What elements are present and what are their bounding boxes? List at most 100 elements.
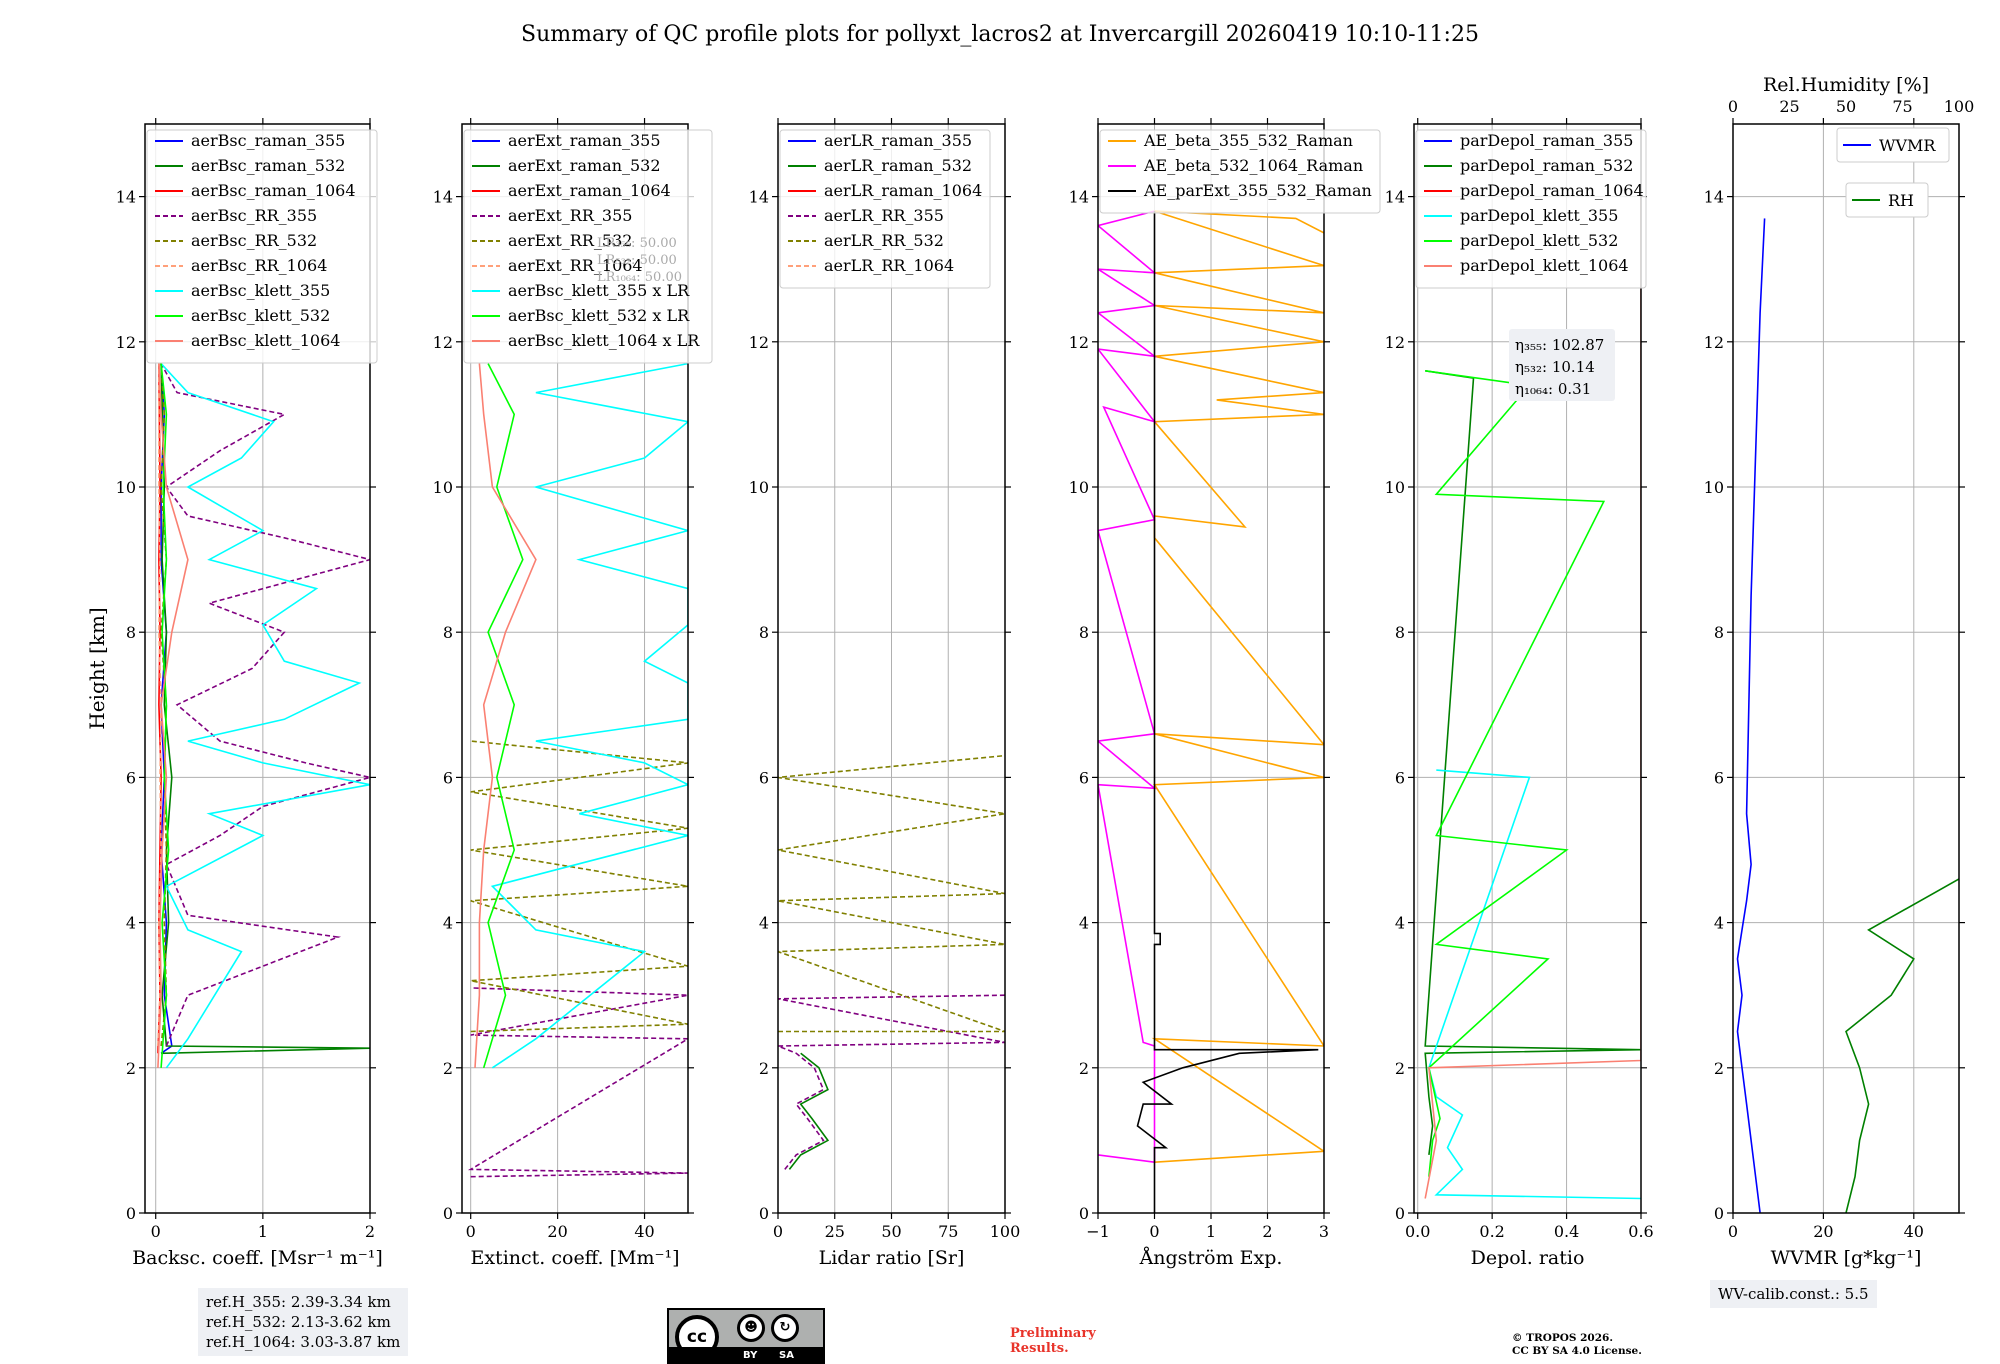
- x-tick-label-3: 75: [938, 1222, 958, 1241]
- ref-height-355: ref.H_355: 2.39-3.34 km: [206, 1293, 391, 1311]
- y-tick-label-2: 4: [1079, 914, 1089, 933]
- figure-title: Summary of QC profile plots for pollyxt_…: [521, 22, 1479, 47]
- y-axis-label: Height [km]: [85, 607, 109, 729]
- x-axis-label-lidar_ratio: Lidar ratio [Sr]: [819, 1247, 965, 1269]
- series-line-aerBsc_klett_355 x LR: [490, 362, 688, 1069]
- legend-label-aerBsc_raman_1064: aerBsc_raman_1064: [191, 181, 356, 200]
- y-tick-label-4: 8: [126, 623, 136, 642]
- x-tick-label-1: 20: [547, 1222, 567, 1241]
- y-tick-label-6: 12: [1069, 333, 1089, 352]
- series-group-depol: [1424, 189, 1641, 1200]
- legend-label-WVMR: WVMR: [1879, 136, 1936, 155]
- legend-label-aerBsc_klett_1064: aerBsc_klett_1064: [191, 331, 340, 350]
- legend-label-RH: RH: [1888, 191, 1914, 210]
- legend-label-aerLR_RR_355: aerLR_RR_355: [824, 206, 944, 225]
- series-line-RH: [1845, 878, 1959, 1213]
- panel-frame-wvmr: [1732, 123, 1960, 1214]
- y-tick-label-2: 4: [759, 914, 769, 933]
- x-tick-label-2: 0.4: [1554, 1222, 1579, 1241]
- x-tick-label-2: 50: [881, 1222, 901, 1241]
- eta-box: η₃₅₅: 102.87 η₅₃₂: 10.14 η₁₀₆₄: 0.31: [1509, 329, 1615, 401]
- series-line-aerLR_RR_532: [778, 754, 1005, 1033]
- lr-annotation-1: LR₅₃₂: 50.00: [597, 253, 677, 268]
- y-tick-label-1: 2: [759, 1059, 769, 1078]
- series-line-AE_beta_532_1064_Raman: [1098, 210, 1158, 1164]
- y-tick-label-4: 8: [1714, 623, 1724, 642]
- series-group-angstrom: [1098, 210, 1324, 1213]
- top-x-tick-label-3: 75: [1892, 97, 1912, 116]
- legend-label-aerBsc_klett_532 x LR: aerBsc_klett_532 x LR: [508, 306, 690, 325]
- top-x-tick-label-2: 50: [1836, 97, 1856, 116]
- series-line-aerBsc_klett_1064: [157, 363, 189, 1068]
- copyright-note: © TROPOS 2026. CC BY SA 4.0 License.: [1512, 1332, 1642, 1358]
- person-icon: ☻: [737, 1314, 765, 1342]
- legend-backscatter: aerBsc_raman_355 aerBsc_raman_532 aerBsc_r…: [146, 129, 378, 364]
- y-tick-label-0: 0: [1395, 1204, 1405, 1223]
- legend-label-aerLR_raman_532: aerLR_raman_532: [824, 156, 972, 175]
- y-tick-label-5: 10: [749, 478, 769, 497]
- eta-label-0: η₃₅₅: 102.87: [1515, 336, 1604, 354]
- series-line-WVMR: [1736, 218, 1766, 1213]
- legend-label-AE_parExt_355_532_Raman: AE_parExt_355_532_Raman: [1143, 181, 1372, 200]
- wv-calibration-box: WV-calib.const.: 5.5: [1710, 1280, 1877, 1308]
- x-axis-label-depol: Depol. ratio: [1471, 1247, 1585, 1269]
- cc-license-badge[interactable]: cc ☻ ↻ BY SA: [667, 1308, 825, 1364]
- legend-box-depol: [1415, 129, 1647, 289]
- legend-box-extinction: [463, 129, 713, 364]
- series-line-aerBsc_RR_532: [160, 363, 168, 1047]
- y-tick-label-4: 8: [443, 623, 453, 642]
- legend-label-AE_beta_532_1064_Raman: AE_beta_532_1064_Raman: [1143, 156, 1363, 175]
- series-line-aerBsc_RR_1064: [157, 363, 162, 1047]
- y-tick-label-7: 14: [749, 188, 769, 207]
- y-tick-label-2: 4: [126, 914, 136, 933]
- x-tick-label-1: 0: [1149, 1222, 1159, 1241]
- y-tick-label-7: 14: [1704, 188, 1724, 207]
- y-tick-label-4: 8: [1395, 623, 1405, 642]
- series-line-parDepol_klett_1064: [1424, 189, 1641, 1199]
- panel-extinction: 0 20 40 0 2 4 6 8 10 12 14 Extinct. coeff. [Mm⁻¹] ae…: [433, 118, 713, 1269]
- x-tick-label-1: 0.2: [1479, 1222, 1504, 1241]
- series-line-aerExt_RR_532: [470, 740, 688, 1033]
- legend-box-backscatter: [146, 129, 378, 364]
- legend-box-lidar_ratio: [779, 129, 991, 289]
- legend-label-parDepol_raman_355: parDepol_raman_355: [1460, 131, 1633, 150]
- cc-sa-label: SA: [779, 1350, 794, 1361]
- x-tick-label-3: 2: [1262, 1222, 1272, 1241]
- legend-label-parDepol_klett_1064: parDepol_klett_1064: [1460, 256, 1629, 275]
- eta-label-2: η₁₀₆₄: 0.31: [1515, 380, 1591, 398]
- cc-label-bar: [669, 1347, 823, 1362]
- y-tick-label-7: 14: [116, 188, 136, 207]
- x-tick-label-0: 0: [466, 1222, 476, 1241]
- x-tick-label-0: 0: [151, 1222, 161, 1241]
- series-line-aerBsc_klett_532 x LR: [482, 363, 524, 1069]
- y-tick-label-6: 12: [116, 333, 136, 352]
- legend-label-parDepol_klett_355: parDepol_klett_355: [1460, 206, 1618, 225]
- copyright-line-2: CC BY SA 4.0 License.: [1512, 1345, 1642, 1357]
- reference-height-box: ref.H_355: 2.39-3.34 km ref.H_532: 2.13-…: [198, 1288, 409, 1356]
- lr-annotation-2: LR₁₀₆₄: 50.00: [597, 270, 682, 285]
- preliminary-line-2: Results.: [1010, 1341, 1069, 1356]
- legend-label-aerBsc_raman_532: aerBsc_raman_532: [191, 156, 345, 175]
- series-group-extinction: [467, 362, 688, 1178]
- panel-wvmr: 0 20 40 0 2 4 6 8 10 12 14 WVMR [g*kg⁻¹] 0 25 50 75 100 R…: [1704, 74, 1975, 1269]
- y-tick-label-2: 4: [443, 914, 453, 933]
- legend-label-aerLR_RR_1064: aerLR_RR_1064: [824, 256, 954, 275]
- share-alike-icon: ↻: [771, 1314, 799, 1342]
- y-tick-label-6: 12: [433, 333, 453, 352]
- preliminary-line-1: Preliminary: [1010, 1326, 1096, 1341]
- y-tick-label-1: 2: [1395, 1059, 1405, 1078]
- eta-label-1: η₅₃₂: 10.14: [1515, 358, 1595, 376]
- legend-depol: parDepol_raman_355 parDepol_raman_532 parD…: [1415, 129, 1647, 289]
- preliminary-results-note: Preliminary Results.: [1010, 1326, 1096, 1356]
- series-line-aerBsc_raman_532: [160, 363, 370, 1055]
- y-tick-label-7: 14: [433, 188, 453, 207]
- legend-extinction: aerExt_raman_355 aerExt_raman_532 aerExt_r…: [463, 129, 713, 364]
- x-tick-label-4: 3: [1319, 1222, 1329, 1241]
- legend-label-AE_beta_355_532_Raman: AE_beta_355_532_Raman: [1143, 131, 1353, 150]
- y-tick-label-0: 0: [1079, 1204, 1089, 1223]
- y-tick-label-5: 10: [116, 478, 136, 497]
- panel-frame-depol: [1413, 123, 1642, 1214]
- panel-lidar_ratio: 0 25 50 75 100 0 2 4 6 8 10 12 14 Lidar ratio [Sr] aer…: [749, 118, 1020, 1269]
- legend-label-aerBsc_RR_355: aerBsc_RR_355: [191, 206, 317, 225]
